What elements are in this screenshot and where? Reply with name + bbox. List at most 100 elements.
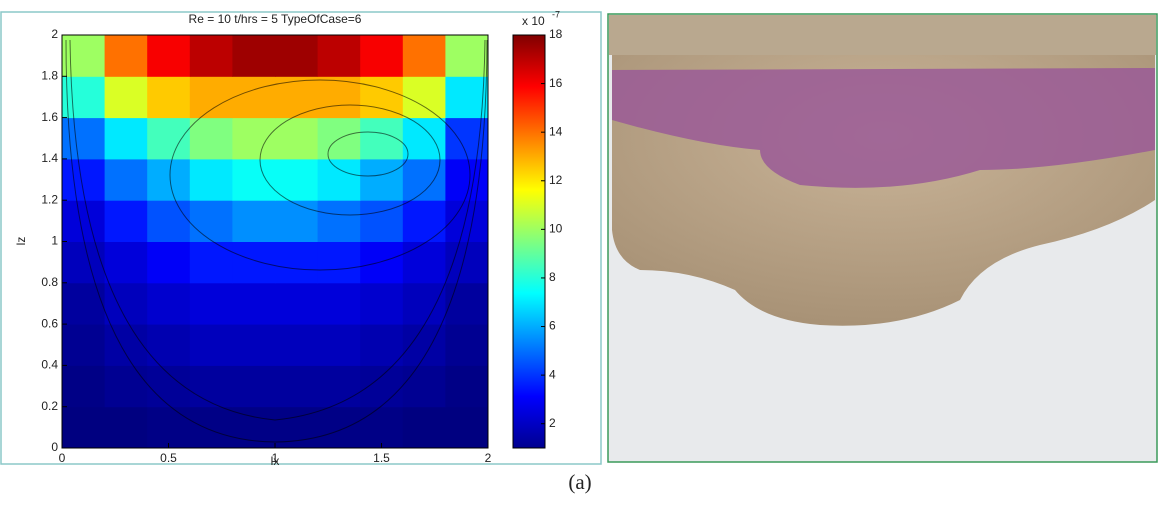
heat-cell <box>275 76 319 119</box>
x-tick-label: 0.5 <box>160 451 177 465</box>
heat-cell <box>232 365 276 408</box>
x-tick-label: 0 <box>59 451 66 465</box>
heat-cell <box>104 158 148 201</box>
y-tick-label: 1.2 <box>41 192 58 206</box>
heat-cell <box>104 35 148 77</box>
heat-cell <box>445 35 489 77</box>
streamlines <box>65 39 488 443</box>
heat-cell <box>275 365 319 408</box>
heat-cell <box>317 158 361 201</box>
heat-cell <box>275 282 319 325</box>
heat-cell <box>275 35 319 77</box>
x-axis-label: lx <box>271 454 280 468</box>
heat-cell <box>402 406 446 449</box>
heat-cell <box>62 35 106 77</box>
heat-cell <box>275 241 319 284</box>
heat-cell <box>275 117 319 160</box>
heat-cell <box>232 324 276 366</box>
heat-cell <box>189 365 233 408</box>
y-tick-label: 0 <box>51 440 58 454</box>
heat-cell <box>232 35 276 77</box>
heat-cell <box>232 241 276 284</box>
heat-cell <box>232 76 276 119</box>
heat-cell <box>360 365 404 408</box>
heat-cell <box>189 200 233 242</box>
heat-cell <box>62 241 106 284</box>
colorbar-tick-label: 12 <box>549 173 563 187</box>
heat-cell <box>317 200 361 242</box>
x-tick-label: 2 <box>485 451 492 465</box>
heat-cell <box>360 76 404 119</box>
colorbar <box>512 34 546 449</box>
heat-cell <box>232 200 276 242</box>
heat-cell <box>104 200 148 242</box>
heat-cell <box>62 406 106 449</box>
colorbar-tick-label: 14 <box>549 124 563 138</box>
heat-cell <box>104 241 148 284</box>
heat-cell <box>62 200 106 242</box>
heat-cell <box>317 35 361 77</box>
heat-cell <box>62 282 106 325</box>
heat-cell <box>317 324 361 366</box>
heat-cell <box>104 117 148 160</box>
heat-cell <box>189 282 233 325</box>
caption: (a) <box>568 470 591 494</box>
heat-cell <box>445 282 489 325</box>
y-tick-label: 1 <box>51 234 58 248</box>
heat-cell <box>189 35 233 77</box>
heat-cell <box>189 324 233 366</box>
heat-cell <box>402 158 446 201</box>
heat-cell <box>147 324 191 366</box>
x-tick-label: 1 <box>272 451 279 465</box>
heat-cell <box>360 158 404 201</box>
heat-cell <box>147 35 191 77</box>
colorbar-exponent: -7 <box>552 9 560 19</box>
heat-cell <box>189 406 233 449</box>
heat-cell <box>402 365 446 408</box>
heat-cell <box>147 282 191 325</box>
heat-cell <box>62 365 106 408</box>
colorbar-tick-label: 6 <box>549 319 556 333</box>
y-tick-label: 1.6 <box>41 110 58 124</box>
heat-cell <box>317 406 361 449</box>
heat-cell <box>275 200 319 242</box>
heat-cell <box>402 241 446 284</box>
y-tick-label: 0.6 <box>41 316 58 330</box>
y-tick-label: 0.8 <box>41 275 58 289</box>
heat-cell <box>189 117 233 160</box>
heat-cell <box>189 241 233 284</box>
heat-cell <box>402 200 446 242</box>
y-tick-label: 1.8 <box>41 68 58 82</box>
colorbar-tick-label: 16 <box>549 76 563 90</box>
heat-cell <box>402 76 446 119</box>
heat-cell <box>147 200 191 242</box>
heat-cell <box>62 76 106 119</box>
heat-cell <box>402 324 446 366</box>
heat-cell <box>189 158 233 201</box>
heat-cell <box>360 282 404 325</box>
heat-cell <box>317 76 361 119</box>
heat-cell <box>62 324 106 366</box>
colorbar-tick-label: 10 <box>549 222 563 236</box>
colorbar-tick-label: 8 <box>549 270 556 284</box>
heat-cell <box>147 158 191 201</box>
heat-cell <box>445 406 489 449</box>
heat-cell <box>360 35 404 77</box>
y-tick-label: 0.2 <box>41 399 58 413</box>
y-tick-label: 2 <box>51 27 58 41</box>
heat-cell <box>147 406 191 449</box>
heat-cell <box>317 365 361 408</box>
heat-cell <box>402 282 446 325</box>
heat-cell <box>275 158 319 201</box>
heat-cell <box>147 117 191 160</box>
heat-cell <box>147 241 191 284</box>
heat-cell <box>275 324 319 366</box>
heat-cell <box>104 406 148 449</box>
y-tick-label: 1.4 <box>41 151 58 165</box>
heat-cell <box>104 76 148 119</box>
heat-cell <box>360 324 404 366</box>
heat-cell <box>445 200 489 242</box>
y-axis-label: lz <box>14 237 28 246</box>
heat-cell <box>232 282 276 325</box>
heat-cell <box>402 35 446 77</box>
